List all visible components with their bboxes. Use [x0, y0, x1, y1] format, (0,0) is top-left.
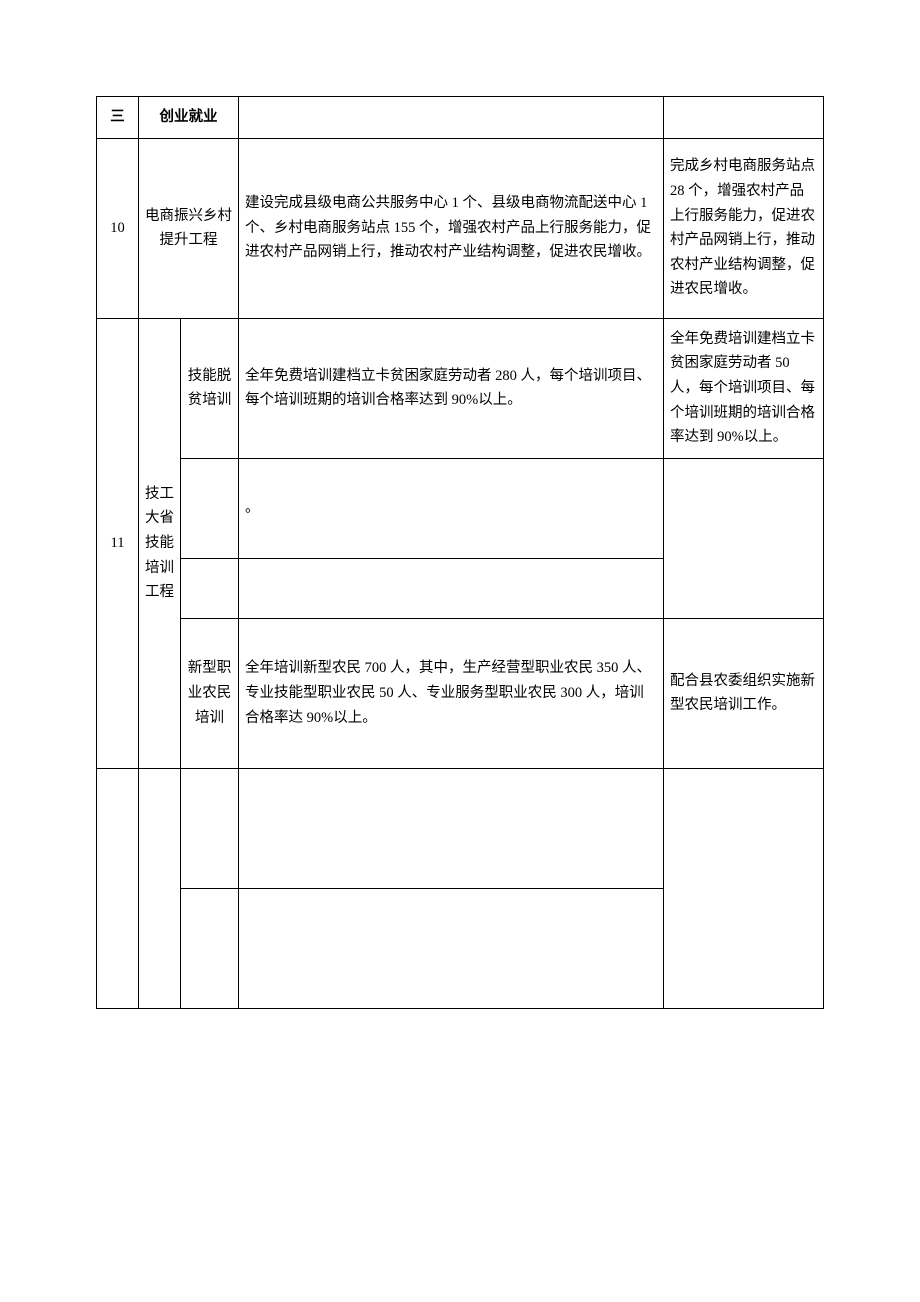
section-note: [664, 97, 824, 139]
sub-desc: 。: [239, 458, 664, 558]
sub-desc: [239, 888, 664, 1008]
table-row: 新型职业农民培训 全年培训新型农民 700 人，其中，生产经营型职业农民 350…: [97, 618, 824, 768]
sub-title: [181, 888, 239, 1008]
sub-desc: 全年培训新型农民 700 人，其中，生产经营型职业农民 350 人、专业技能型职…: [239, 618, 664, 768]
sub-note: 配合县农委组织实施新型农民培训工作。: [664, 618, 824, 768]
sub-desc: [239, 768, 664, 888]
sub-note: [664, 768, 824, 1008]
section-title: 创业就业: [139, 97, 239, 139]
item-number: [97, 768, 139, 1008]
table-row: 10 电商振兴乡村提升工程 建设完成县级电商公共服务中心 1 个、县级电商物流配…: [97, 138, 824, 318]
section-desc: [239, 97, 664, 139]
table-row: 三 创业就业: [97, 97, 824, 139]
sub-note: [664, 458, 824, 618]
table-row: [97, 768, 824, 888]
item-desc: 建设完成县级电商公共服务中心 1 个、县级电商物流配送中心 1 个、乡村电商服务…: [239, 138, 664, 318]
main-table: 三 创业就业 10 电商振兴乡村提升工程 建设完成县级电商公共服务中心 1 个、…: [96, 96, 824, 1009]
item-number: 11: [97, 318, 139, 768]
item-number: 10: [97, 138, 139, 318]
sub-desc: 全年免费培训建档立卡贫困家庭劳动者 280 人，每个培训项目、每个培训班期的培训…: [239, 318, 664, 458]
item-category: [139, 768, 181, 1008]
section-number: 三: [97, 97, 139, 139]
sub-note: 全年免费培训建档立卡贫困家庭劳动者 50 人，每个培训项目、每个培训班期的培训合…: [664, 318, 824, 458]
item-category: 技工大省技能培训工程: [139, 318, 181, 768]
item-title: 电商振兴乡村提升工程: [139, 138, 239, 318]
item-note: 完成乡村电商服务站点 28 个，增强农村产品上行服务能力，促进农村产品网销上行，…: [664, 138, 824, 318]
sub-title: [181, 558, 239, 618]
sub-title: [181, 768, 239, 888]
sub-title: 新型职业农民培训: [181, 618, 239, 768]
sub-title: [181, 458, 239, 558]
sub-desc: [239, 558, 664, 618]
sub-title: 技能脱贫培训: [181, 318, 239, 458]
table-row: 11 技工大省技能培训工程 技能脱贫培训 全年免费培训建档立卡贫困家庭劳动者 2…: [97, 318, 824, 458]
document-table-container: 三 创业就业 10 电商振兴乡村提升工程 建设完成县级电商公共服务中心 1 个、…: [96, 96, 824, 1009]
table-row: 。: [97, 458, 824, 558]
